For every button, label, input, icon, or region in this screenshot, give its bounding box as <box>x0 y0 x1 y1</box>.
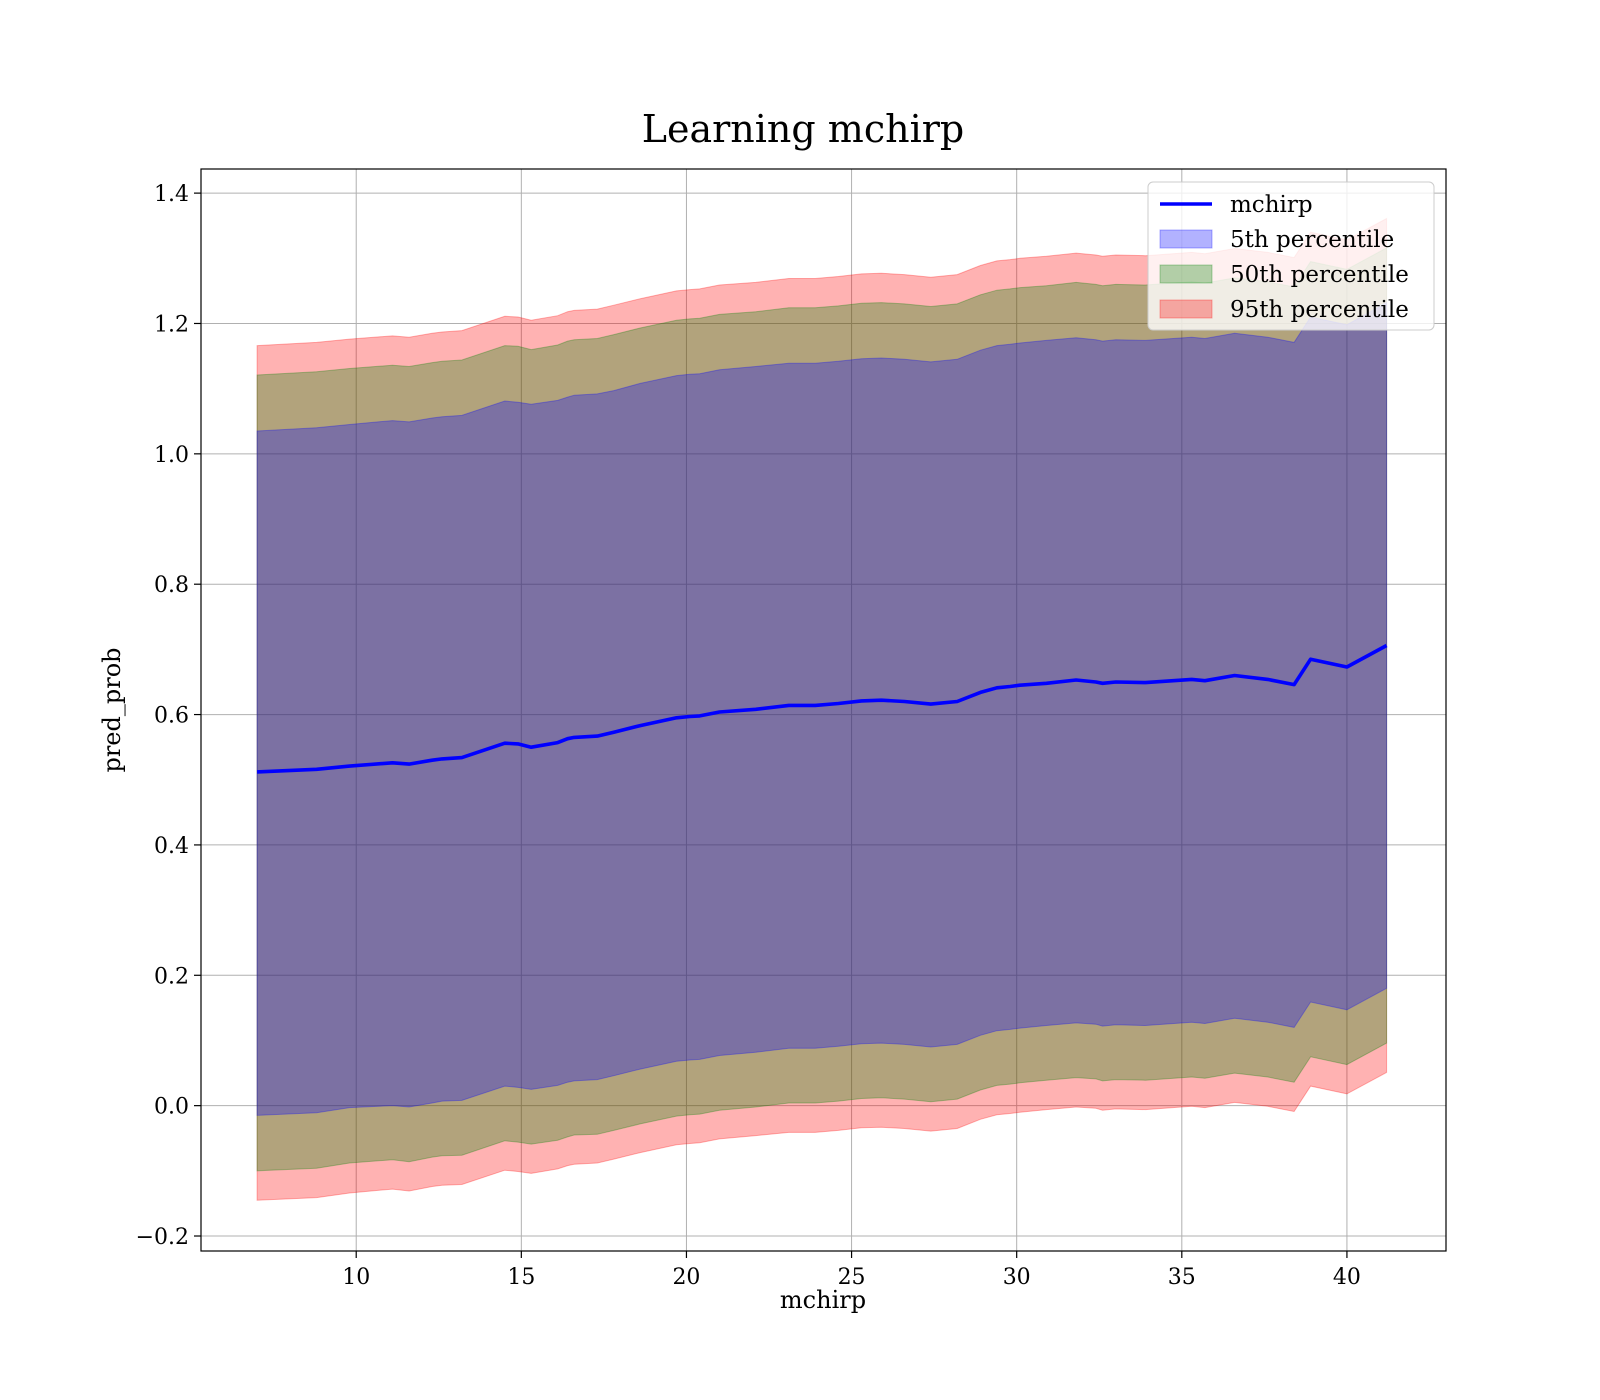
legend-swatch-95th-percentile <box>1159 299 1213 319</box>
y-tick-label: 0.4 <box>154 834 189 859</box>
95th-percentile-band <box>256 217 1388 1201</box>
x-tick-label: 35 <box>1168 1265 1196 1290</box>
grid <box>201 169 1446 1251</box>
5th-percentile-band <box>256 301 1388 1116</box>
x-tick-label: 40 <box>1333 1265 1361 1290</box>
series-lines <box>257 643 1388 774</box>
y-tick-label: 0.0 <box>154 1095 189 1120</box>
legend: mchirp 5th percentile 50th percentile 95th … <box>1147 181 1435 331</box>
y-tick-label: −0.2 <box>136 1225 189 1250</box>
50th-percentile-band <box>256 247 1388 1172</box>
y-axis-label: pred_prob <box>98 647 126 772</box>
percentile-bands <box>256 217 1388 1201</box>
y-tick-label: 0.6 <box>154 704 189 729</box>
y-axis-ticks: −0.2 0.0 0.2 0.4 0.6 0.8 1.0 1.2 1.4 <box>136 182 201 1250</box>
legend-swatch-5th-percentile <box>1159 229 1213 249</box>
mchirp-line <box>257 643 1388 774</box>
legend-frame <box>1147 181 1435 331</box>
y-tick-label: 0.8 <box>154 573 189 598</box>
x-tick-label: 15 <box>507 1265 535 1290</box>
y-tick-label: 0.2 <box>154 964 189 989</box>
chart-title: Learning mchirp <box>642 107 964 151</box>
x-tick-label: 10 <box>342 1265 370 1290</box>
legend-label: mchirp <box>1230 192 1313 218</box>
legend-label: 50th percentile <box>1230 262 1409 288</box>
legend-label: 95th percentile <box>1230 297 1409 323</box>
x-axis-label: mchirp <box>780 1286 866 1314</box>
x-axis-ticks: 10 15 20 25 30 35 40 <box>342 1251 1361 1290</box>
x-tick-label: 25 <box>838 1265 866 1290</box>
x-tick-label: 30 <box>1003 1265 1031 1290</box>
legend-swatch-50th-percentile <box>1159 264 1213 284</box>
y-tick-label: 1.0 <box>154 443 189 468</box>
legend-label: 5th percentile <box>1230 227 1394 253</box>
y-tick-label: 1.4 <box>154 182 189 207</box>
plot-frame <box>200 168 1447 1252</box>
x-tick-label: 20 <box>672 1265 700 1290</box>
y-tick-label: 1.2 <box>154 312 189 337</box>
